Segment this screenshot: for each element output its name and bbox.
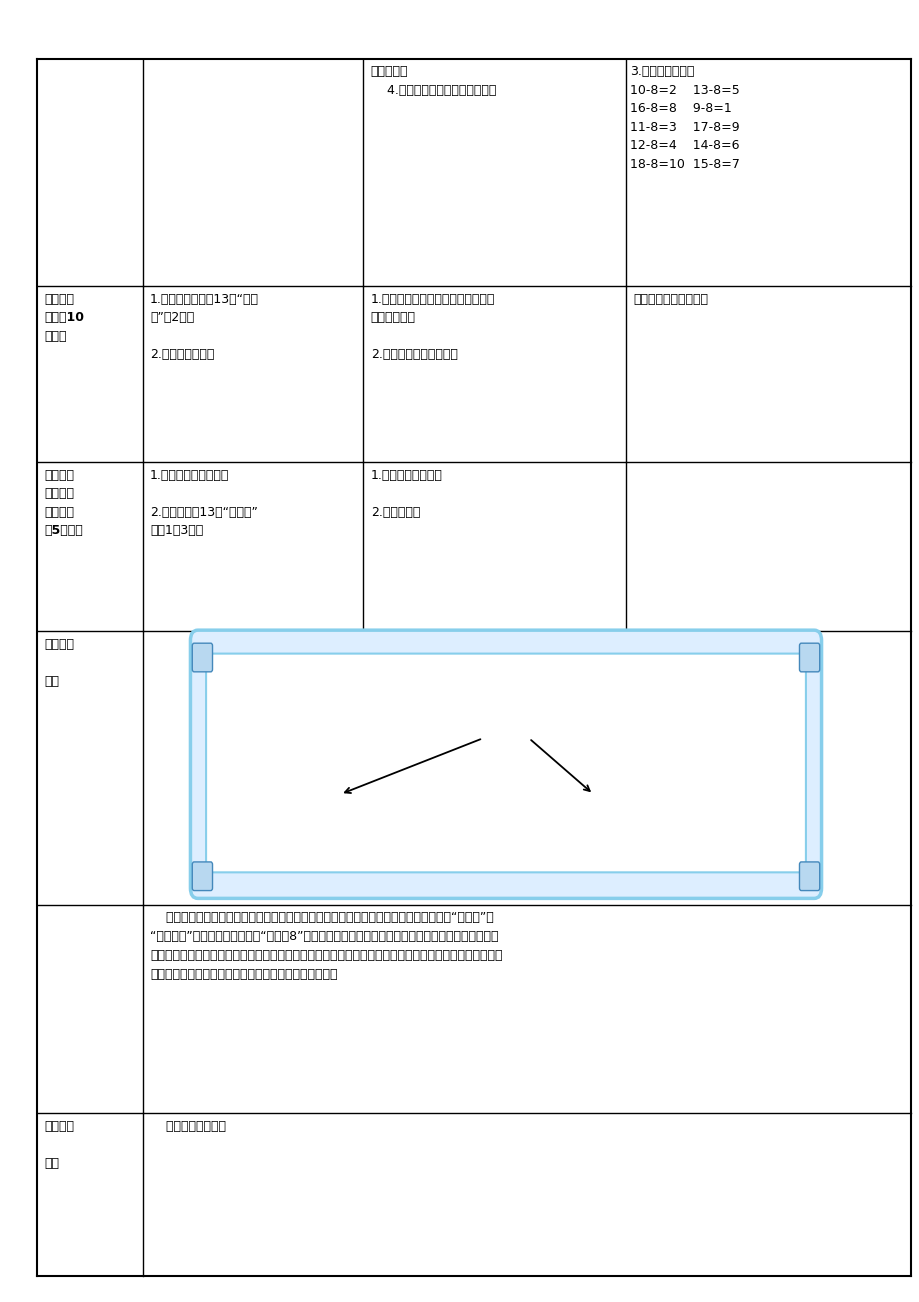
Text: 12 − 8 = 4: 12 − 8 = 4	[555, 879, 630, 893]
Text: 破十法: 破十法	[327, 799, 353, 814]
Text: 想:8 + 4 = 12: 想:8 + 4 = 12	[549, 842, 637, 857]
Text: 1.学生自由谈收获。

2.完成作业。: 1.学生自由谈收获。 2.完成作业。	[370, 469, 442, 518]
Text: 想:10 − 8 = 2: 想:10 − 8 = 2	[296, 842, 384, 857]
Text: 1.独立完成教材第13页“做一
做”第2题。

2.师生共同订正。: 1.独立完成教材第13页“做一 做”第2题。 2.师生共同订正。	[150, 293, 258, 362]
FancyBboxPatch shape	[799, 862, 819, 891]
Text: 1.总结本节课的收获。

2.完成教材第13页“做一做”
的第1、3题。: 1.总结本节课的收获。 2.完成教材第13页“做一做” 的第1、3题。	[150, 469, 257, 538]
FancyBboxPatch shape	[190, 630, 821, 898]
Text: 十几减8: 十几减8	[484, 669, 527, 687]
Text: 格中的数。
    4.労记这两种算法的计算过程。: 格中的数。 4.労记这两种算法的计算过程。	[370, 65, 495, 96]
Text: 教学过程中老师的痕问: 教学过程中老师的痕问	[632, 293, 708, 306]
Text: 想加法算减法: 想加法算减法	[568, 799, 618, 814]
Text: 六、教学

反思: 六、教学 反思	[44, 1120, 74, 1169]
Text: 三、巩固
练习（10
分钟）: 三、巩固 练习（10 分钟）	[44, 293, 84, 342]
FancyBboxPatch shape	[192, 862, 212, 891]
Text: 在本节课的教学开始创设情境，激发学生学习的兴趣。在教学过程中，根据学生已经对“破十法”和
“想加算减”有所了解，而在教学“十几减8”的计算方法时，教师没有过多地: 在本节课的教学开始创设情境，激发学生学习的兴趣。在教学过程中，根据学生已经对“破…	[150, 911, 502, 982]
FancyBboxPatch shape	[206, 654, 805, 872]
Text: 教师点评和总结：: 教师点评和总结：	[150, 1120, 226, 1133]
Text: 3.直接写出得数。
10-8=2    13-8=5
16-8=8    9-8=1
11-8=3    17-8=9
12-8=4    14-8=6
18-: 3.直接写出得数。 10-8=2 13-8=5 16-8=8 9-8=1 11-…	[630, 65, 739, 171]
Text: 四、课堂
总结，布
置作业。
（5分钟）: 四、课堂 总结，布 置作业。 （5分钟）	[44, 469, 83, 538]
Text: 五、教学

板书: 五、教学 板书	[44, 638, 74, 687]
Text: 2 + 2 = 4: 2 + 2 = 4	[307, 879, 373, 893]
Text: 12 − 8 = 4: 12 − 8 = 4	[464, 716, 547, 732]
FancyBboxPatch shape	[192, 643, 212, 672]
Text: 1.理解题意，小组合作或独立思考，
完成练习题。

2.全班交流，订正答案。: 1.理解题意，小组合作或独立思考， 完成练习题。 2.全班交流，订正答案。	[370, 293, 494, 362]
FancyBboxPatch shape	[799, 643, 819, 672]
